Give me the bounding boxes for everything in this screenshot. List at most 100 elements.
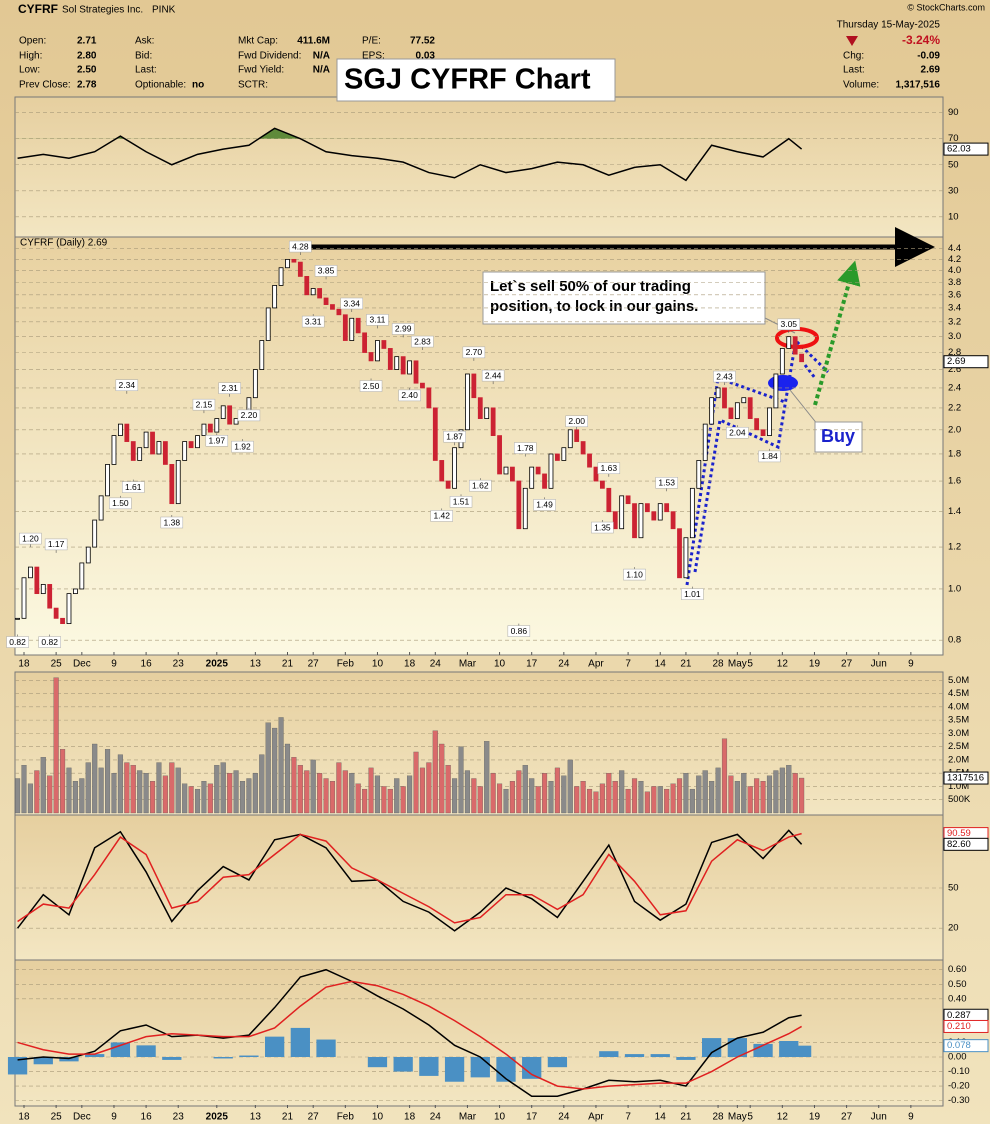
volume-bar xyxy=(349,773,355,814)
volume-bar xyxy=(580,781,586,814)
x-tick-label: 24 xyxy=(430,659,442,670)
field-value: 2.69 xyxy=(921,65,941,76)
x-tick-label: 21 xyxy=(282,659,294,670)
y-tick-label: 1.8 xyxy=(948,448,961,459)
value-tag-label: 82.60 xyxy=(947,839,971,850)
candle xyxy=(413,360,419,384)
volume-bar xyxy=(336,762,342,814)
annotation-bg xyxy=(533,499,556,511)
candle xyxy=(747,397,753,419)
volume-bar xyxy=(40,757,46,814)
volume-bar xyxy=(497,783,503,814)
x-tick-label: Dec xyxy=(73,659,91,670)
field-label: Optionable: xyxy=(135,80,186,91)
annotation: 2.00 xyxy=(568,416,585,426)
volume-bar xyxy=(233,770,239,814)
x-tick-label: Feb xyxy=(337,1112,355,1123)
volume-bar xyxy=(689,788,695,814)
annotation: 2.44 xyxy=(485,370,502,380)
volume-bar xyxy=(766,775,773,814)
annotation: 3.85 xyxy=(318,266,335,276)
candle xyxy=(689,487,695,539)
candle xyxy=(587,453,592,468)
candle xyxy=(426,387,432,409)
volume-bar xyxy=(259,754,265,814)
histogram-bar xyxy=(727,1038,747,1057)
volume-bar xyxy=(612,781,618,814)
x-tick-label: 2025 xyxy=(206,659,229,670)
histogram-bar xyxy=(676,1057,696,1060)
field-value: N/A xyxy=(313,51,330,62)
y-tick-label: 2.5M xyxy=(948,741,969,752)
y-tick-label: 50 xyxy=(948,159,959,170)
candle xyxy=(709,397,715,425)
annotation-bg xyxy=(758,450,781,463)
x-tick-label: Feb xyxy=(337,659,355,670)
volume-bar xyxy=(53,677,59,814)
histogram-bar xyxy=(522,1057,542,1079)
candle xyxy=(477,397,483,419)
candle xyxy=(291,258,297,263)
annotation-bg xyxy=(713,370,736,383)
x-tick-label: 10 xyxy=(494,659,506,670)
candle xyxy=(625,495,631,505)
y-tick-label: 5.0M xyxy=(948,675,969,686)
candle xyxy=(439,460,445,482)
y-tick-label: 4.2 xyxy=(948,254,961,265)
volume-bar xyxy=(323,778,329,814)
field-label: Bid: xyxy=(135,51,152,62)
annotation: 1.20 xyxy=(22,533,39,543)
date: Thursday 15-May-2025 xyxy=(837,20,941,31)
volume-bar xyxy=(644,791,650,814)
volume-bar xyxy=(111,773,117,814)
buy-box xyxy=(814,421,863,453)
candle xyxy=(555,453,560,461)
y-tick-label: 1.0 xyxy=(948,583,961,594)
macd-panel xyxy=(14,959,944,1107)
field-label: Prev Close: xyxy=(19,80,71,91)
field-label: Fwd Yield: xyxy=(238,65,284,76)
annotation: 1.17 xyxy=(48,539,65,549)
x-tick-label: May xyxy=(728,1112,747,1123)
annotation: 0.82 xyxy=(9,637,26,647)
volume-bar xyxy=(670,783,676,814)
volume-bar xyxy=(362,788,368,814)
y-tick-label: 10 xyxy=(948,211,959,222)
x-tick-label: 27 xyxy=(841,659,853,670)
x-tick-label: 10 xyxy=(494,1112,506,1123)
annotation: 1.92 xyxy=(234,441,251,451)
candle xyxy=(632,503,637,539)
annotation-bg xyxy=(289,240,312,253)
field-label: Ask: xyxy=(135,36,154,47)
candle xyxy=(252,369,258,399)
volume-bar xyxy=(484,741,490,814)
annotation-bg xyxy=(462,346,486,359)
annotation-bg xyxy=(411,335,434,348)
x-tick-label: 24 xyxy=(558,1112,570,1123)
volume-bar xyxy=(175,767,181,814)
x-tick-label: 18 xyxy=(18,659,30,670)
value-tag-label: 0.210 xyxy=(947,1021,971,1032)
volume-bar xyxy=(374,775,381,814)
y-tick-label: 2.8 xyxy=(948,347,961,358)
candle xyxy=(317,288,323,299)
candle xyxy=(220,405,226,419)
candle xyxy=(336,308,342,316)
field-value: 77.52 xyxy=(410,36,435,47)
candle xyxy=(85,546,91,564)
volume-bar xyxy=(619,770,625,814)
y-tick-label: 0.8 xyxy=(948,635,961,646)
annotation-bg xyxy=(115,379,139,391)
volume-bar xyxy=(413,751,419,814)
histogram-bar xyxy=(547,1057,568,1068)
candle xyxy=(651,511,657,521)
x-tick-label: Dec xyxy=(73,1112,91,1123)
candle xyxy=(741,397,747,404)
candle xyxy=(201,423,207,436)
volume-bar xyxy=(683,773,689,814)
field-label: P/E: xyxy=(362,36,381,47)
volume-bar xyxy=(368,767,374,814)
volume-bar xyxy=(779,767,785,814)
annotation: 2.04 xyxy=(729,427,746,437)
volume-bar xyxy=(548,781,554,814)
